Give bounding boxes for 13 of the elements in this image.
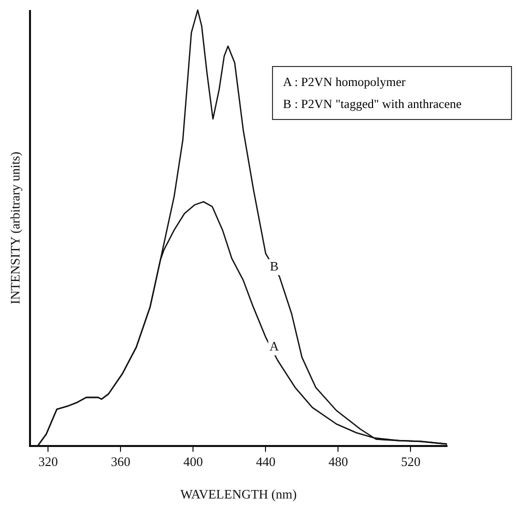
annotation: A	[270, 338, 280, 354]
x-axis-title: WAVELENGTH (nm)	[180, 486, 297, 502]
text-box: A : P2VN homopolymer B : P2VN "tagged" with anthracene	[272, 66, 512, 120]
annotation: A : P2VN homopolymer	[283, 74, 407, 91]
annotation: B : P2VN "tagged" with anthracene	[283, 96, 463, 113]
y-axis-title: INTENSITY (arbitrary units)	[7, 152, 22, 304]
x-tick-label: 400	[183, 454, 203, 470]
x-tick-label: 360	[110, 454, 130, 470]
x-tick-label: 480	[328, 454, 348, 470]
x-tick-label: 520	[400, 454, 420, 470]
x-tick-label: 440	[256, 454, 276, 470]
x-tick-label: 320	[38, 454, 58, 470]
annotation: B	[270, 258, 279, 274]
